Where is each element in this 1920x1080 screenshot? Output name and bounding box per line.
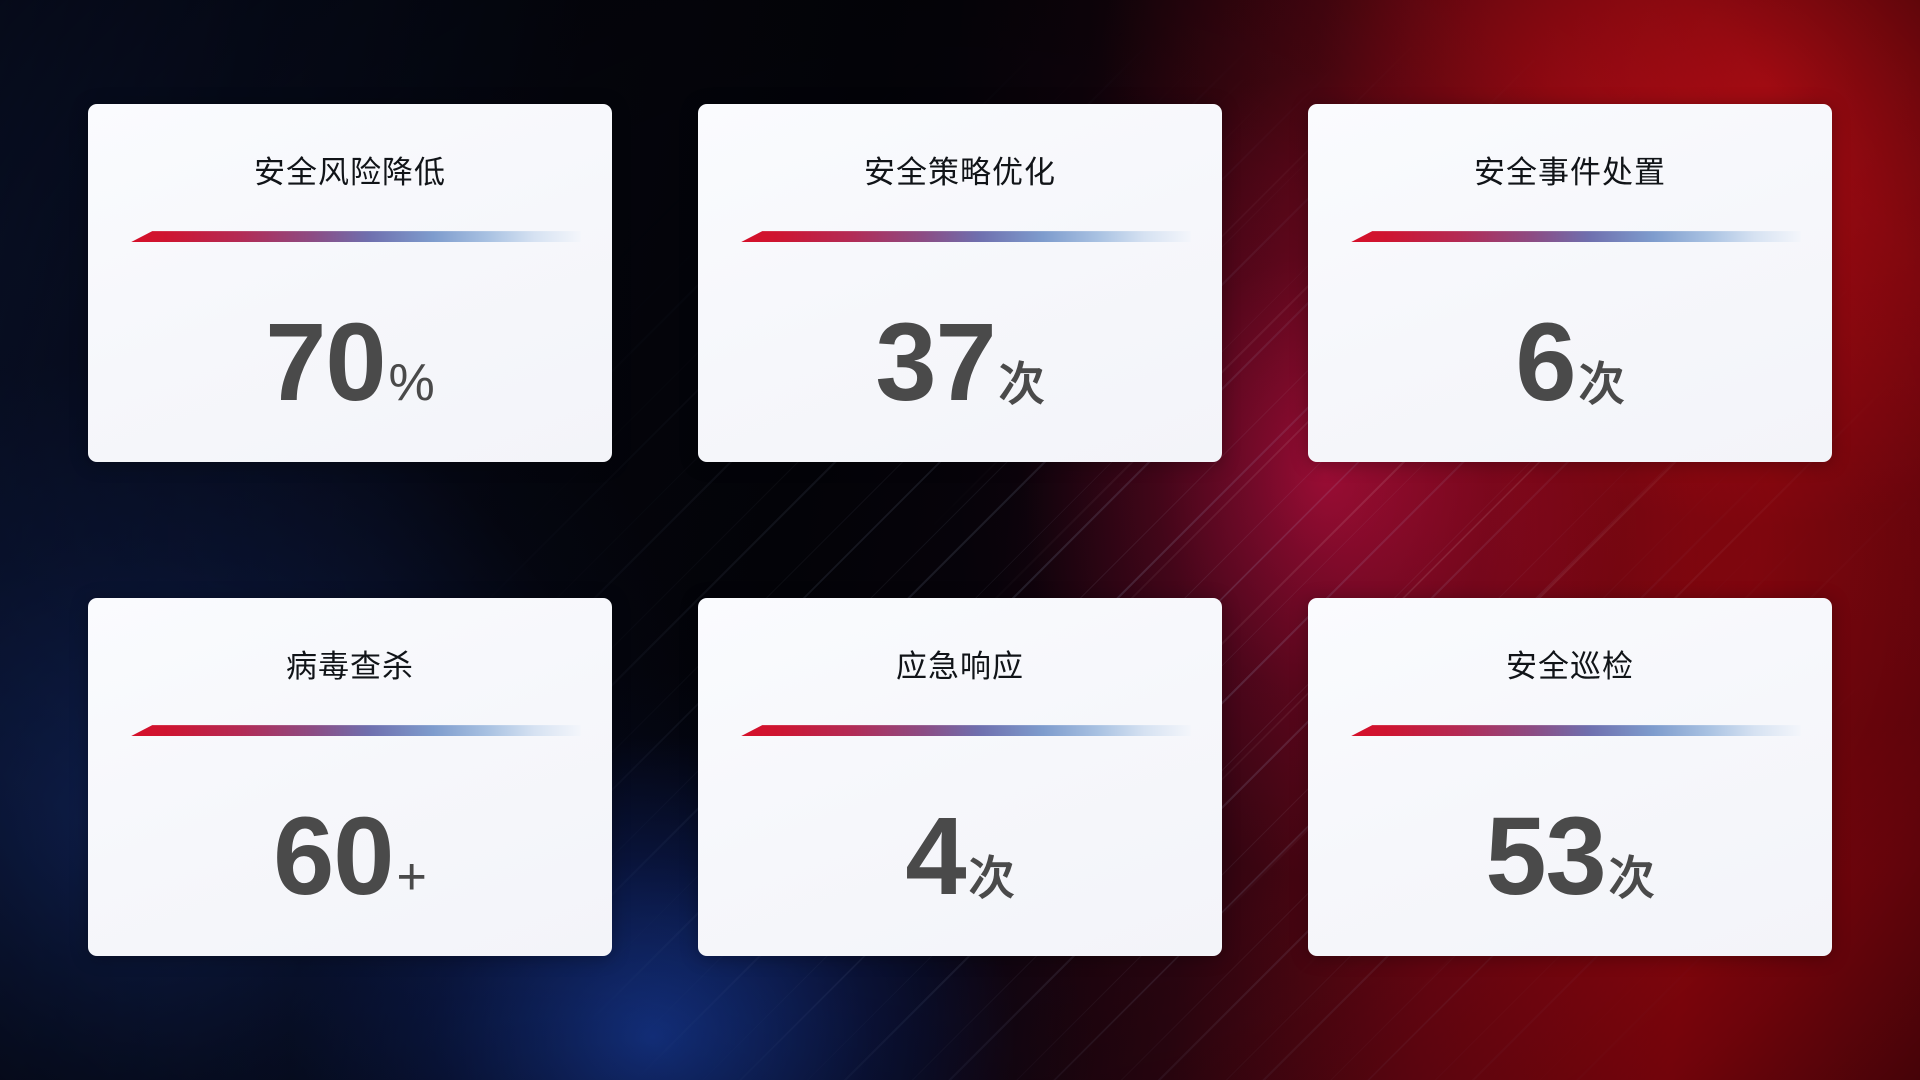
metric-card-divider — [729, 231, 1191, 243]
metric-card[interactable]: 安全巡检 53 次 — [1308, 598, 1832, 956]
metric-card-divider — [119, 231, 581, 243]
metric-card-divider — [119, 725, 581, 737]
metric-card-value: 6 次 — [1515, 301, 1625, 425]
metric-card-unit: 次 — [998, 358, 1045, 411]
metric-card[interactable]: 安全事件处置 6 次 — [1308, 104, 1832, 462]
metric-card-unit: % — [388, 354, 435, 413]
metric-card-value: 60 + — [273, 795, 427, 919]
metric-card-number: 70 — [265, 301, 386, 425]
metric-card-unit: 次 — [968, 852, 1015, 905]
metric-card[interactable]: 病毒查杀 60 + — [88, 598, 612, 956]
metric-card-number: 6 — [1515, 301, 1576, 425]
metric-card[interactable]: 安全策略优化 37 次 — [698, 104, 1222, 462]
metric-card-title: 应急响应 — [896, 649, 1024, 684]
metric-card-number: 53 — [1485, 795, 1606, 919]
metric-card-title: 安全风险降低 — [254, 155, 446, 190]
metric-card-number: 37 — [875, 301, 996, 425]
metric-card-value: 70 % — [265, 301, 435, 425]
metric-card-unit: + — [396, 848, 427, 907]
metric-card-value: 53 次 — [1485, 795, 1655, 919]
metric-card[interactable]: 应急响应 4 次 — [698, 598, 1222, 956]
metric-card-grid: 安全风险降低 70 % 安全策略优化 37 次 安全事件处置 6 次 — [88, 104, 1832, 976]
metric-card[interactable]: 安全风险降低 70 % — [88, 104, 612, 462]
metric-card-divider — [1339, 231, 1801, 243]
metric-card-number: 4 — [905, 795, 966, 919]
metric-card-divider — [1339, 725, 1801, 737]
metric-card-title: 安全策略优化 — [864, 155, 1056, 190]
metric-card-title: 安全巡检 — [1506, 649, 1634, 684]
metric-card-value: 37 次 — [875, 301, 1045, 425]
metric-card-unit: 次 — [1578, 358, 1625, 411]
metric-card-title: 病毒查杀 — [286, 649, 414, 684]
metric-card-number: 60 — [273, 795, 394, 919]
metric-card-value: 4 次 — [905, 795, 1015, 919]
metric-card-title: 安全事件处置 — [1474, 155, 1666, 190]
metric-card-unit: 次 — [1608, 852, 1655, 905]
metric-card-divider — [729, 725, 1191, 737]
